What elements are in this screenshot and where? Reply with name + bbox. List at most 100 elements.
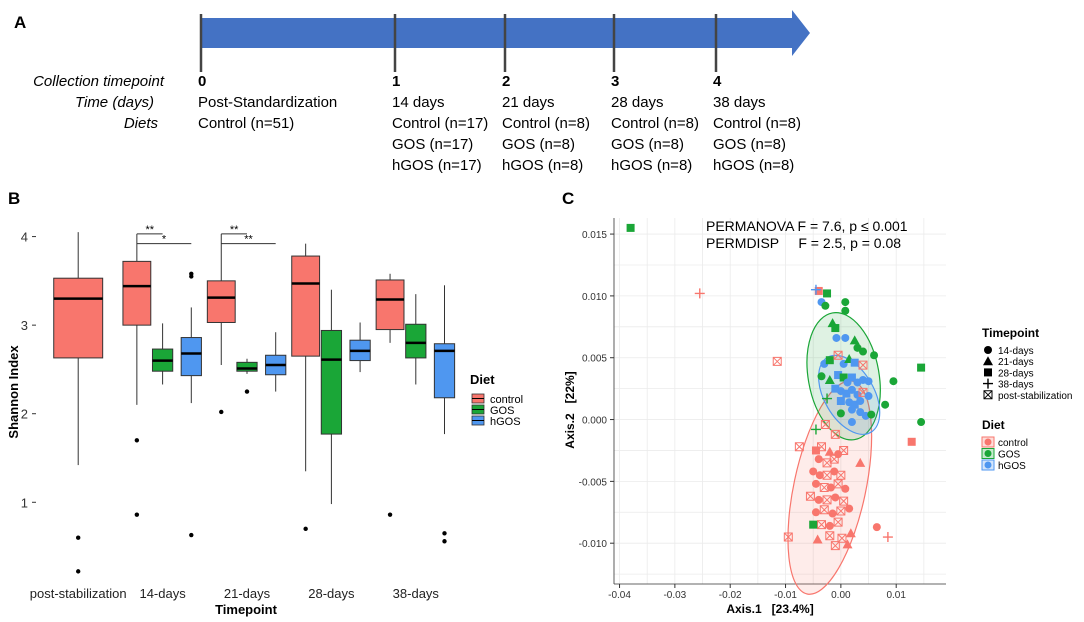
pcoa-y-tick-label: -0.005 — [579, 477, 608, 488]
boxplot-x-tick-label: 28-days — [308, 586, 355, 601]
timeline-ticks — [199, 14, 718, 72]
boxplot-outlier — [442, 531, 447, 536]
timepoint-line: 28 days — [611, 94, 664, 111]
pcoa-legend-diet-title: Diet — [982, 418, 1005, 432]
pcoa-point-circle — [870, 351, 879, 360]
timepoint-line: Control (n=51) — [198, 115, 294, 132]
pcoa-point-square — [839, 373, 848, 382]
pcoa-point-plus — [810, 284, 821, 295]
boxplot-y-tick-label: 4 — [21, 230, 28, 245]
pcoa-legend-diet-marker — [984, 438, 992, 446]
pcoa-point-circle — [826, 483, 835, 492]
significance-label: ** — [145, 224, 154, 236]
pcoa-x-tick-label: -0.02 — [719, 590, 742, 601]
timepoint-line: 14 days — [392, 94, 445, 111]
boxplot-x-tick-label: 21-days — [224, 586, 271, 601]
boxplot-outlier — [189, 532, 194, 538]
pcoa-x-tick-label: 0.00 — [831, 590, 851, 601]
timepoint-columns: 0 Post-Standardization Control (n=51) 1 14 d… — [198, 73, 801, 174]
pcoa-y-tick-label: 0.005 — [582, 354, 607, 365]
timepoint-number: 1 — [392, 73, 400, 90]
timepoint-line: hGOS (n=8) — [611, 157, 692, 174]
boxplot-box-control — [291, 255, 321, 357]
pcoa-y-tick-label: 0.015 — [582, 230, 607, 241]
pcoa-point-boxx — [783, 532, 793, 542]
pcoa-legend-timepoint-label: 21-days — [998, 357, 1034, 368]
pcoa-point-square — [825, 356, 834, 365]
timepoint-line: Control (n=8) — [611, 115, 699, 132]
pcoa-point-square — [814, 286, 823, 295]
boxplot-legend-label: GOS — [490, 405, 514, 417]
boxplot-box-control — [206, 280, 236, 323]
row-label-time: Time (days) — [75, 94, 154, 111]
boxplot-box-GOS — [320, 329, 343, 435]
boxplot-y-tick-label: 3 — [21, 318, 28, 333]
pcoa-point-boxx — [805, 491, 815, 501]
panel-c-label: C — [562, 189, 574, 208]
pcoa-point-circle — [881, 400, 890, 409]
pcoa-point-circle — [847, 385, 856, 394]
timepoint-line: Control (n=17) — [392, 115, 488, 132]
pcoa-point-circle — [841, 306, 850, 315]
pcoa-y-axis-title: Axis.2 [22%] — [563, 371, 577, 448]
pcoa-point-square — [809, 520, 818, 529]
pcoa-point-boxx — [983, 390, 993, 400]
timepoint-line: Control (n=8) — [502, 115, 590, 132]
boxplot-outlier — [134, 438, 140, 443]
pcoa-legend-timepoint-label: post-stabilization — [998, 391, 1072, 402]
significance-label: ** — [244, 234, 253, 246]
pcoa-point-square — [984, 368, 992, 377]
pcoa-point-circle — [814, 495, 823, 504]
pcoa-point-circle — [821, 301, 830, 310]
pcoa-x-tick-label: -0.04 — [608, 590, 631, 601]
pcoa-point-boxx — [833, 350, 843, 360]
pcoa-legend-timepoint-label: 14-days — [998, 346, 1034, 357]
pcoa-point-boxx — [836, 506, 846, 516]
timepoint-line: hGOS (n=17) — [392, 157, 482, 174]
timepoint-number: 2 — [502, 73, 510, 90]
pcoa-legend-diet-label: GOS — [998, 450, 1021, 461]
row-label-diets: Diets — [124, 115, 159, 132]
pcoa-point-circle — [845, 504, 854, 513]
pcoa-y-tick-label: 0.010 — [582, 292, 607, 303]
panel-b: B 1 2 3 4 post-stabilization 14-days 21-days 28… — [6, 189, 523, 617]
pcoa-point-circle — [809, 467, 818, 476]
boxplot-y-axis-title: Shannon Index — [6, 345, 21, 439]
pcoa-point-plus — [810, 424, 821, 435]
pcoa-point-boxx — [772, 356, 782, 366]
boxplot-x-tick-label: 14-days — [139, 586, 186, 601]
pcoa-point-circle — [859, 347, 867, 356]
significance-label: * — [162, 234, 167, 246]
pcoa-point-square — [836, 397, 845, 405]
pcoa-scatter-area: -0.04 -0.03 -0.02 -0.01 0.00 0.01 -0.010 -0.005… — [579, 218, 946, 601]
timepoint-number: 4 — [713, 73, 722, 90]
boxplot-outlier — [442, 539, 447, 544]
pcoa-x-axis-title: Axis.1 [23.4%] — [726, 602, 813, 616]
boxplot-box-GOS — [405, 323, 427, 359]
boxplot-outlier — [303, 526, 308, 532]
pcoa-point-boxx — [836, 470, 846, 480]
pcoa-point-boxx — [822, 458, 832, 468]
row-label-collection: Collection timepoint — [33, 73, 165, 90]
pcoa-point-triangle — [824, 374, 835, 384]
pcoa-point-circle — [864, 377, 873, 386]
pcoa-legend-diet-marker — [984, 461, 992, 469]
pcoa-point-square — [626, 223, 635, 232]
boxplot-area: 1 2 3 4 post-stabilization 14-days 21-days 28-d… — [21, 224, 456, 601]
pcoa-point-boxx — [820, 419, 830, 429]
panel-a: A Collection timepoint Time (days) Diets… — [14, 10, 810, 174]
boxplot-box-control — [53, 277, 104, 359]
pcoa-point-plus — [882, 532, 893, 543]
pcoa-point-triangle — [983, 356, 993, 366]
pcoa-point-boxx — [830, 541, 840, 551]
pcoa-point-triangle — [842, 539, 853, 549]
boxplot-box-hGOS — [180, 337, 202, 377]
timepoint-line: Control (n=8) — [713, 115, 801, 132]
boxplot-legend-label: control — [490, 394, 523, 406]
boxplot-outlier — [134, 512, 140, 517]
pcoa-point-circle — [825, 521, 834, 530]
boxplot-y-tick-label: 1 — [21, 495, 28, 510]
timepoint-number: 3 — [611, 73, 619, 90]
boxplot-box-GOS — [236, 361, 258, 372]
pcoa-points — [626, 223, 926, 551]
